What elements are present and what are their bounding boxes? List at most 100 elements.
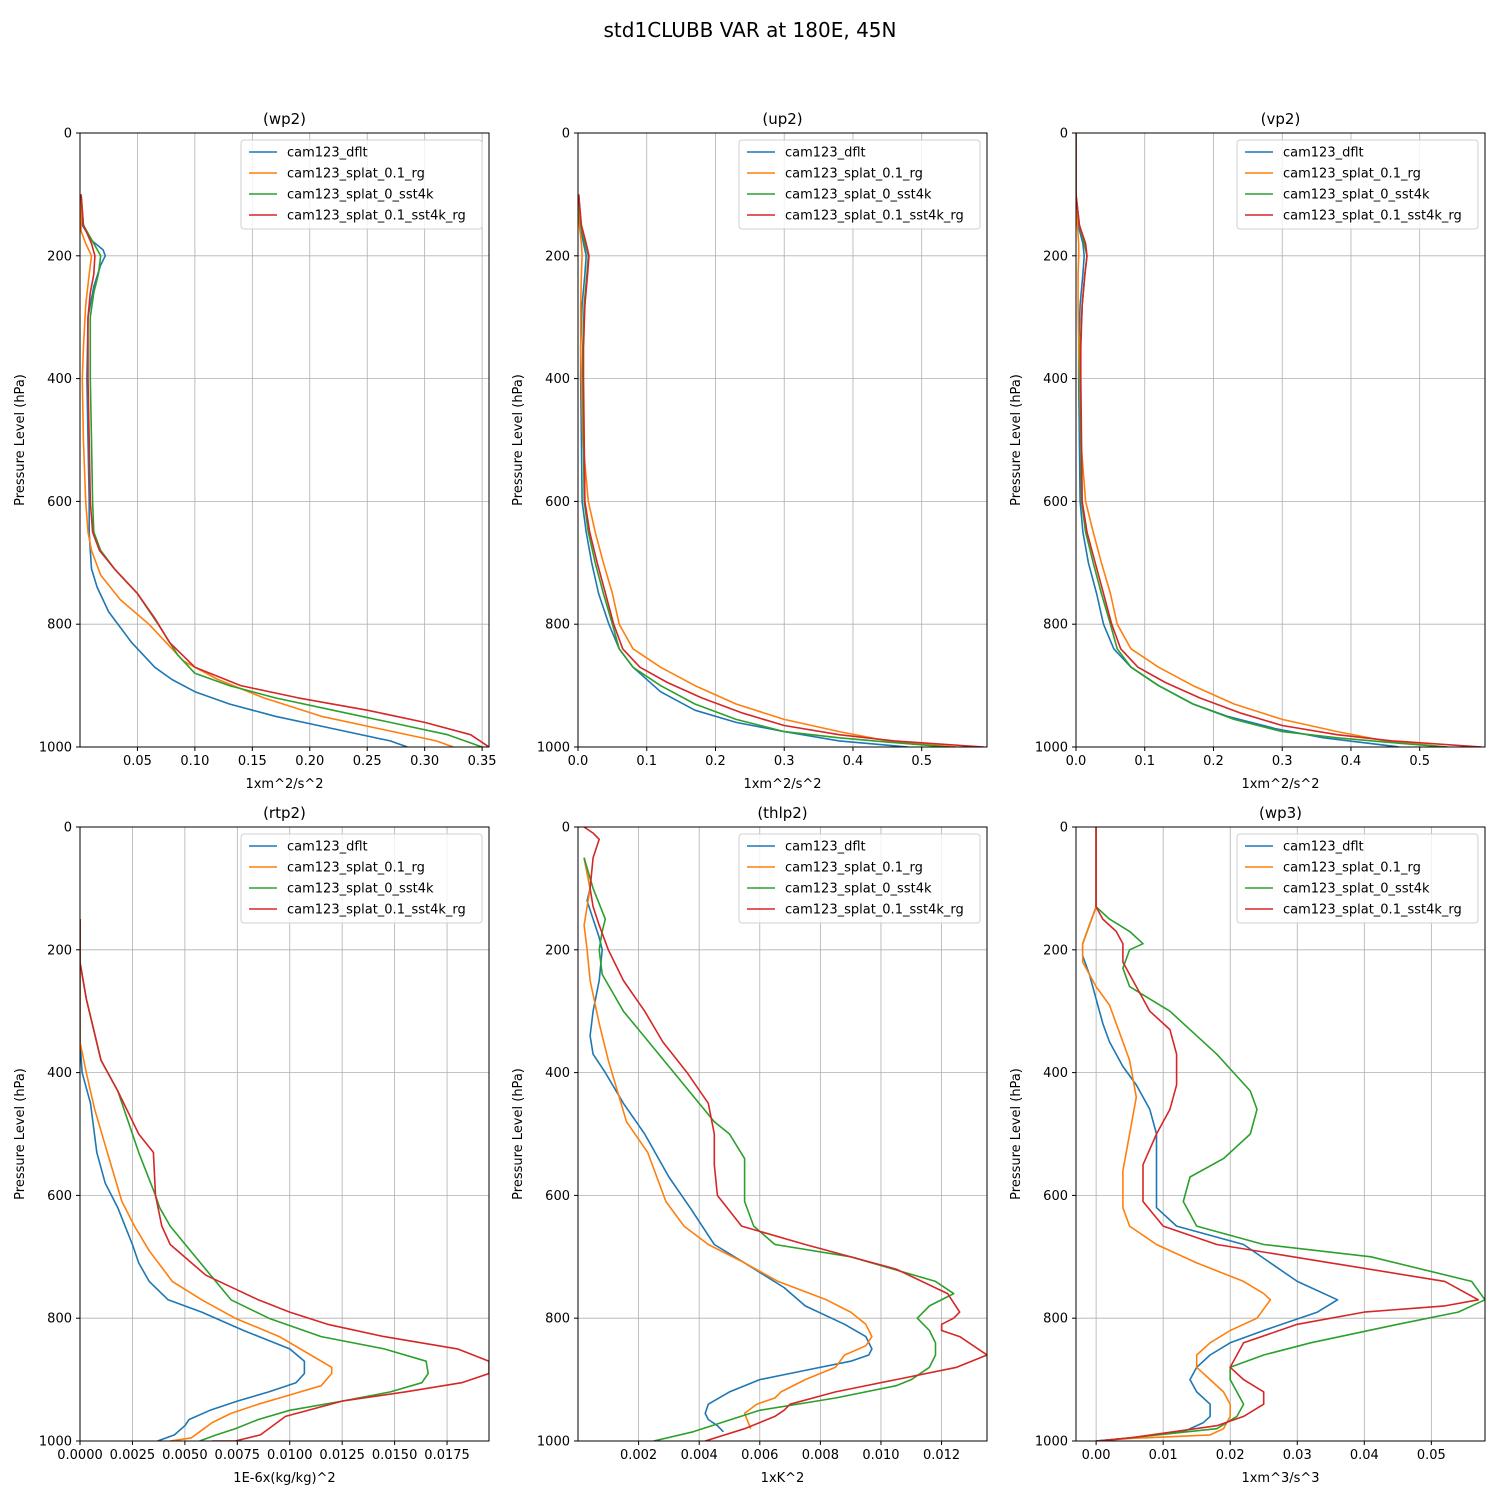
plot-frame bbox=[577, 826, 988, 1442]
y-tick-label: 800 bbox=[1043, 1312, 1068, 1327]
legend-label: cam123_dflt bbox=[287, 840, 368, 855]
y-tick-label: 1000 bbox=[39, 741, 72, 756]
grid-lines bbox=[1076, 826, 1485, 1442]
panel-1: 0.05 0.10 0.15 0.20 0.25 0.30 0.35 0 200 400 600 80… bbox=[13, 110, 497, 792]
x-axis-label: 1xm^2/s^2 bbox=[743, 777, 821, 792]
y-tick-label: 200 bbox=[1043, 943, 1068, 958]
legend-label: cam123_splat_0.1_sst4k_rg bbox=[1283, 209, 1462, 224]
y-tick-label: 1000 bbox=[1035, 741, 1068, 756]
series-line-cam123_splat_0.1_sst4k_rg bbox=[1095, 827, 1480, 1441]
legend-label: cam123_splat_0.1_sst4k_rg bbox=[1283, 903, 1462, 918]
x-tick-label: 0.008 bbox=[802, 1448, 839, 1463]
legend-label: cam123_splat_0_sst4k bbox=[287, 188, 434, 203]
x-tick-label: 0.4 bbox=[1341, 754, 1362, 769]
legend-label: cam123_splat_0.1_rg bbox=[1283, 861, 1421, 876]
legend: cam123_dflt cam123_splat_0.1_rg cam123_spl… bbox=[1236, 139, 1479, 230]
y-tick-label: 600 bbox=[1043, 495, 1068, 510]
x-tick-label: 0.0150 bbox=[372, 1448, 418, 1463]
series-line-cam123_splat_0.1_rg bbox=[578, 194, 957, 747]
y-tick-label: 600 bbox=[47, 1189, 72, 1204]
panel-title: (rtp2) bbox=[263, 804, 306, 822]
series-group bbox=[80, 194, 489, 747]
x-tick-label: 0.2 bbox=[1203, 754, 1224, 769]
panel-title: (vp2) bbox=[1261, 110, 1301, 128]
figure-title: std1CLUBB VAR at 180E, 45N bbox=[604, 18, 897, 42]
legend-label: cam123_splat_0_sst4k bbox=[1283, 188, 1430, 203]
legend-label: cam123_splat_0.1_sst4k_rg bbox=[287, 903, 466, 918]
series-line-cam123_splat_0_sst4k bbox=[583, 857, 955, 1441]
x-tick-label: 0.0075 bbox=[215, 1448, 261, 1463]
legend-box bbox=[738, 139, 981, 230]
x-tick-label: 0.010 bbox=[862, 1448, 899, 1463]
y-tick-label: 0 bbox=[64, 127, 72, 142]
legend-label: cam123_splat_0.1_rg bbox=[287, 167, 425, 182]
x-tick-label: 0.0 bbox=[1066, 754, 1087, 769]
x-tick-label: 0.4 bbox=[843, 754, 864, 769]
series-line-cam123_splat_0.1_rg bbox=[1076, 133, 1448, 747]
legend-label: cam123_splat_0_sst4k bbox=[785, 188, 932, 203]
panel-6: 0.00 0.01 0.02 0.03 0.04 0.05 0 200 400 600 800 100… bbox=[1009, 804, 1486, 1486]
y-tick-label: 200 bbox=[47, 943, 72, 958]
y-axis-label: Pressure Level (hPa) bbox=[1009, 1068, 1024, 1200]
x-tick-label: 0.0025 bbox=[110, 1448, 156, 1463]
x-tick-label: 0.03 bbox=[1283, 1448, 1312, 1463]
y-tick-label: 1000 bbox=[537, 741, 570, 756]
legend-label: cam123_dflt bbox=[1283, 146, 1364, 161]
legend-label: cam123_splat_0.1_sst4k_rg bbox=[785, 209, 964, 224]
panel-title: (thlp2) bbox=[757, 804, 807, 822]
x-tick-label: 0.35 bbox=[468, 754, 497, 769]
legend-box bbox=[240, 833, 483, 924]
legend-label: cam123_splat_0.1_rg bbox=[785, 861, 923, 876]
plot-frame bbox=[1075, 826, 1486, 1442]
series-line-cam123_splat_0_sst4k bbox=[80, 194, 483, 747]
x-tick-label: 0.0125 bbox=[319, 1448, 365, 1463]
y-tick-label: 1000 bbox=[1035, 1435, 1068, 1450]
series-group bbox=[583, 827, 987, 1441]
x-tick-label: 0.2 bbox=[705, 754, 726, 769]
x-tick-label: 0.012 bbox=[923, 1448, 960, 1463]
legend: cam123_dflt cam123_splat_0.1_rg cam123_spl… bbox=[1236, 833, 1479, 924]
x-tick-label: 0.004 bbox=[681, 1448, 718, 1463]
y-tick-label: 400 bbox=[47, 372, 72, 387]
y-axis-label: Pressure Level (hPa) bbox=[1009, 374, 1024, 506]
y-tick-label: 200 bbox=[1043, 249, 1068, 264]
x-tick-label: 0.05 bbox=[123, 754, 152, 769]
legend-label: cam123_dflt bbox=[287, 146, 368, 161]
y-tick-label: 800 bbox=[1043, 618, 1068, 633]
series-line-cam123_splat_0.1_sst4k_rg bbox=[1076, 133, 1482, 747]
panel-title: (wp2) bbox=[263, 110, 306, 128]
x-tick-label: 0.02 bbox=[1216, 1448, 1245, 1463]
legend: cam123_dflt cam123_splat_0.1_rg cam123_spl… bbox=[738, 833, 981, 924]
y-tick-label: 0 bbox=[562, 127, 570, 142]
x-tick-label: 0.00 bbox=[1082, 1448, 1111, 1463]
legend-label: cam123_dflt bbox=[785, 840, 866, 855]
series-line-cam123_splat_0.1_sst4k_rg bbox=[583, 827, 987, 1441]
x-axis-label: 1xm^3/s^3 bbox=[1241, 1471, 1319, 1486]
legend-box bbox=[1236, 833, 1479, 924]
x-tick-label: 0.5 bbox=[1409, 754, 1430, 769]
legend-label: cam123_splat_0.1_rg bbox=[1283, 167, 1421, 182]
y-tick-label: 600 bbox=[545, 495, 570, 510]
x-tick-label: 0.002 bbox=[620, 1448, 657, 1463]
y-tick-label: 400 bbox=[545, 1066, 570, 1081]
series-group bbox=[1076, 133, 1482, 747]
y-tick-label: 400 bbox=[1043, 1066, 1068, 1081]
x-tick-label: 0.04 bbox=[1350, 1448, 1379, 1463]
x-tick-label: 0.01 bbox=[1149, 1448, 1178, 1463]
series-line-cam123_splat_0_sst4k bbox=[578, 194, 950, 747]
panel-title: (wp3) bbox=[1259, 804, 1302, 822]
x-tick-label: 0.3 bbox=[774, 754, 795, 769]
x-tick-label: 0.3 bbox=[1272, 754, 1293, 769]
x-axis-label: 1xm^2/s^2 bbox=[245, 777, 323, 792]
legend-label: cam123_splat_0_sst4k bbox=[287, 882, 434, 897]
legend: cam123_dflt cam123_splat_0.1_rg cam123_spl… bbox=[738, 139, 981, 230]
y-tick-label: 0 bbox=[562, 821, 570, 836]
legend-label: cam123_splat_0.1_rg bbox=[287, 861, 425, 876]
x-axis-label: 1E-6x(kg/kg)^2 bbox=[233, 1471, 335, 1486]
series-line-cam123_splat_0.1_sst4k_rg bbox=[578, 194, 984, 747]
series-line-cam123_splat_0.1_sst4k_rg bbox=[80, 919, 489, 1441]
series-line-cam123_dflt bbox=[578, 194, 908, 747]
legend-label: cam123_dflt bbox=[1283, 840, 1364, 855]
x-axis-label: 1xm^2/s^2 bbox=[1241, 777, 1319, 792]
